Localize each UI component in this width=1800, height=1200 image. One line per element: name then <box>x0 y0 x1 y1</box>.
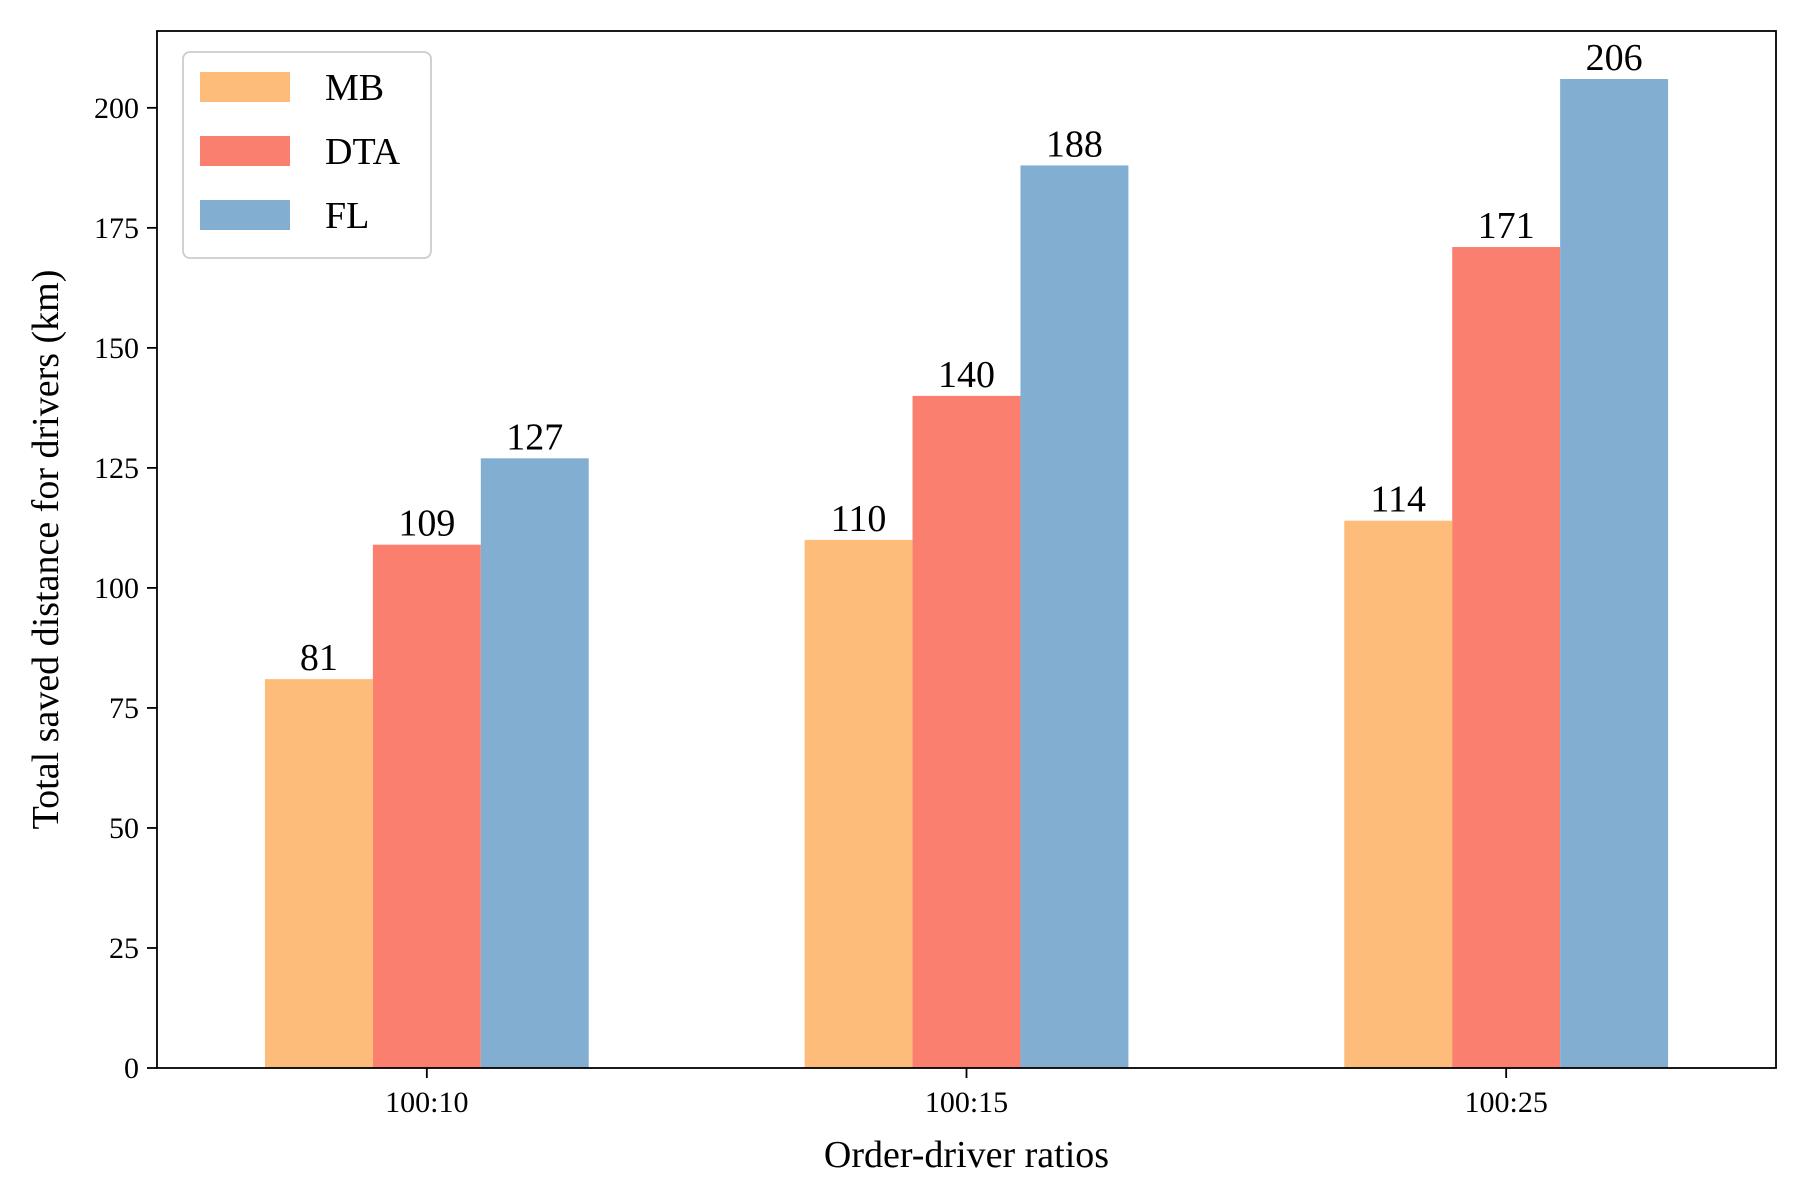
legend-swatch-dta <box>200 136 290 166</box>
bar-dta-2 <box>912 395 1021 1068</box>
x-tick-label: 100:15 <box>925 1086 1008 1119</box>
x-axis: 100:10 100:15 100:25 <box>385 1068 1548 1119</box>
bar-dta-3 <box>1452 247 1561 1068</box>
data-label-fl-2: 188 <box>1046 123 1103 165</box>
legend-label-fl: FL <box>325 195 369 237</box>
x-axis-title: Order-driver ratios <box>824 1134 1109 1176</box>
data-label-mb-3: 114 <box>1370 479 1426 521</box>
data-labels-layer: 81 110 114 109 140 171 127 188 206 <box>300 37 1643 679</box>
bar-mb-3 <box>1344 520 1453 1068</box>
bar-fl-1 <box>480 458 589 1068</box>
bar-fl-2 <box>1020 165 1129 1069</box>
data-label-dta-1: 109 <box>398 503 455 545</box>
bar-mb-2 <box>804 539 913 1068</box>
y-tick-label: 150 <box>94 332 139 365</box>
y-axis-title: Total saved distance for drivers (km) <box>25 270 67 830</box>
y-tick-label: 125 <box>94 452 139 485</box>
x-tick-label: 100:10 <box>385 1086 468 1119</box>
data-label-mb-1: 81 <box>300 637 338 679</box>
bar-mb-1 <box>264 679 373 1068</box>
y-tick-label: 25 <box>109 932 139 965</box>
bar-fl-3 <box>1560 79 1669 1068</box>
data-label-mb-2: 110 <box>831 498 887 540</box>
y-tick-label: 0 <box>124 1052 139 1085</box>
data-label-fl-1: 127 <box>506 416 563 458</box>
y-tick-label: 100 <box>94 572 139 605</box>
y-tick-label: 200 <box>94 92 139 125</box>
x-tick-label: 100:25 <box>1464 1086 1547 1119</box>
data-label-fl-3: 206 <box>1586 37 1643 79</box>
y-tick-label: 175 <box>94 212 139 245</box>
legend-swatch-mb <box>200 72 290 102</box>
y-tick-label: 50 <box>109 812 139 845</box>
legend-swatch-fl <box>200 200 290 230</box>
y-axis: 0 25 50 75 100 125 150 175 200 <box>94 92 157 1085</box>
y-tick-label: 75 <box>109 692 139 725</box>
bars-layer <box>264 79 1669 1069</box>
legend-label-mb: MB <box>325 67 384 109</box>
data-label-dta-2: 140 <box>938 354 995 396</box>
legend: MB DTA FL <box>182 51 432 259</box>
legend-label-dta: DTA <box>325 131 401 173</box>
data-label-dta-3: 171 <box>1478 205 1535 247</box>
bar-dta-1 <box>372 544 481 1068</box>
